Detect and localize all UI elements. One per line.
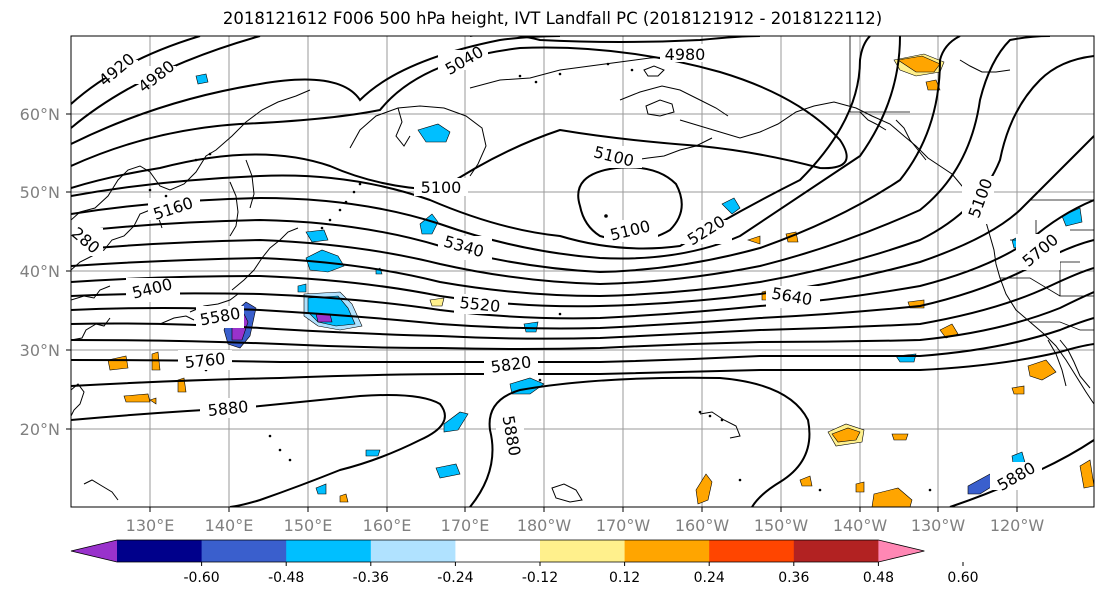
svg-text:5880: 5880 bbox=[207, 397, 249, 420]
colorbar: -0.60 -0.48 -0.36 -0.24 -0.12 0.12 0.24 0.36 0.4… bbox=[70, 539, 979, 586]
negative-ivt-areas bbox=[195, 73, 1083, 495]
contour-label: 5640 bbox=[766, 284, 820, 309]
lon-label: 170°E bbox=[441, 516, 490, 535]
colorbar-extend-high bbox=[878, 540, 925, 562]
colorbar-tick-label: -0.12 bbox=[522, 570, 558, 586]
colorbar-extend-low bbox=[71, 540, 117, 562]
lon-label: 140°E bbox=[205, 516, 254, 535]
colorbar-tick-label: -0.24 bbox=[437, 570, 473, 586]
graticule bbox=[71, 36, 1094, 507]
lat-label-40n: 40°N bbox=[20, 262, 60, 281]
lat-label-60n: 60°N bbox=[20, 105, 60, 124]
colorbar-tick-label: 0.36 bbox=[778, 570, 809, 586]
lon-label: 180°W bbox=[517, 516, 572, 535]
ivt-shading bbox=[107, 53, 1094, 507]
svg-text:4980: 4980 bbox=[665, 45, 706, 64]
contour-label: 5880 bbox=[496, 412, 524, 464]
colorbar-cell bbox=[286, 540, 372, 562]
positive-ivt-areas bbox=[107, 53, 1094, 507]
contour-label: 5700 bbox=[1016, 230, 1062, 271]
colorbar-outline bbox=[70, 539, 925, 563]
contour-label: 5520 bbox=[454, 293, 508, 316]
colorbar-tick-label: 0.12 bbox=[609, 570, 640, 586]
colorbar-cell bbox=[709, 540, 795, 562]
latitude-labels: 60°N 50°N 40°N 30°N 20°N bbox=[20, 105, 60, 439]
contour-label: 5100 bbox=[588, 142, 642, 171]
lat-label-20n: 20°N bbox=[20, 420, 60, 439]
colorbar-cell bbox=[455, 540, 541, 562]
islands bbox=[148, 62, 932, 492]
contour-label: 5100 bbox=[962, 176, 996, 224]
colorbar-tick-label: 0.60 bbox=[947, 570, 978, 586]
lon-label: 160°E bbox=[363, 516, 412, 535]
colorbar-ticks: -0.60 -0.48 -0.36 -0.24 -0.12 0.12 0.24 0.36 0.4… bbox=[183, 562, 979, 586]
contour-label: 5340 bbox=[438, 232, 492, 261]
contour-label: 5880 bbox=[200, 397, 256, 420]
colorbar-tick-label: -0.36 bbox=[353, 570, 389, 586]
colorbar-cell bbox=[624, 540, 710, 562]
longitude-labels: 130°E 140°E 150°E 160°E 170°E 180°W 170°… bbox=[126, 516, 1045, 535]
colorbar-tick-label: -0.60 bbox=[183, 570, 219, 586]
colorbar-tick-label: 0.48 bbox=[863, 570, 894, 586]
contour-label: 5820 bbox=[484, 352, 538, 377]
lat-label-50n: 50°N bbox=[20, 183, 60, 202]
colorbar-cell bbox=[201, 540, 287, 562]
contour-label: 5160 bbox=[148, 193, 200, 224]
contour-label: 5400 bbox=[126, 274, 180, 303]
map-title: 2018121612 F006 500 hPa height, IVT Land… bbox=[222, 9, 883, 28]
contour-label: 5100 bbox=[604, 216, 658, 245]
colorbar-cell bbox=[370, 540, 456, 562]
axis-ticks bbox=[66, 113, 1018, 512]
lon-label: 150°W bbox=[754, 516, 809, 535]
contour-label: 5880 bbox=[990, 458, 1042, 495]
svg-text:5520: 5520 bbox=[459, 293, 501, 316]
lon-label: 160°W bbox=[675, 516, 730, 535]
lon-label: 150°E bbox=[284, 516, 333, 535]
lon-label: 140°W bbox=[833, 516, 888, 535]
contour-label: 4980 bbox=[660, 44, 710, 64]
colorbar-cells bbox=[70, 539, 925, 563]
contour-label: 5580 bbox=[196, 304, 244, 329]
colorbar-cell bbox=[793, 540, 879, 562]
lon-label: 170°W bbox=[596, 516, 651, 535]
svg-text:5760: 5760 bbox=[184, 349, 226, 372]
contour-label: 280 bbox=[71, 223, 103, 257]
svg-text:5100: 5100 bbox=[421, 178, 462, 197]
map-panel: 4920 4980 5040 4980 5100 5100 5100 5160 … bbox=[71, 36, 1094, 507]
contour-label: 5760 bbox=[178, 349, 232, 372]
colorbar-cell bbox=[117, 540, 203, 562]
lon-label: 120°W bbox=[990, 516, 1045, 535]
lat-label-30n: 30°N bbox=[20, 341, 60, 360]
contour-labels: 4920 4980 5040 4980 5100 5100 5100 5160 … bbox=[71, 42, 1062, 495]
lon-label: 130°E bbox=[126, 516, 175, 535]
contour-label: 5100 bbox=[414, 178, 468, 197]
colorbar-tick-label: -0.48 bbox=[268, 570, 304, 586]
colorbar-tick-label: 0.24 bbox=[694, 570, 725, 586]
lon-label: 130°W bbox=[911, 516, 966, 535]
colorbar-cell bbox=[540, 540, 626, 562]
